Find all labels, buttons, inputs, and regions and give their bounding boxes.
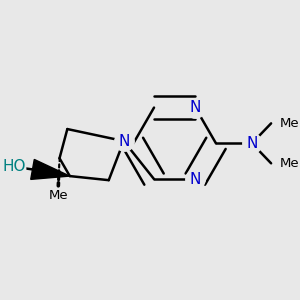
Text: N: N [190, 172, 201, 187]
Polygon shape [31, 160, 70, 179]
Text: Me: Me [48, 189, 68, 202]
Text: HO: HO [2, 159, 26, 174]
Text: Me: Me [280, 157, 299, 170]
Text: Me: Me [280, 117, 299, 130]
Text: N: N [118, 134, 129, 148]
Text: N: N [190, 100, 201, 115]
Text: N: N [246, 136, 258, 151]
